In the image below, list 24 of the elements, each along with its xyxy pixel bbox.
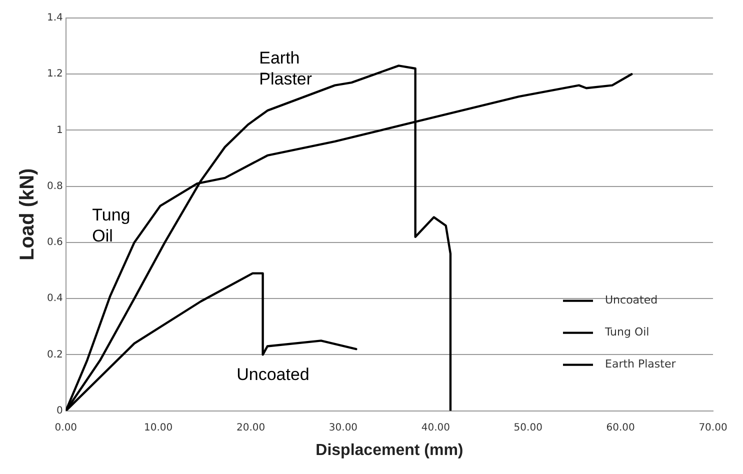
- legend-label: Earth Plaster: [605, 358, 676, 371]
- y-tick-label: 0.4: [46, 293, 63, 304]
- legend-label: Uncoated: [605, 294, 658, 307]
- y-tick-label: 0.2: [46, 349, 63, 360]
- x-axis-title: Displacement (mm): [316, 442, 464, 459]
- x-tick-label: 10.00: [144, 422, 173, 434]
- x-tick-label: 30.00: [328, 422, 358, 434]
- y-tick-label: 1.4: [46, 12, 63, 24]
- x-tick-label: 60.00: [606, 422, 635, 434]
- x-tick-label: 40.00: [421, 422, 450, 434]
- y-tick-label: 1.2: [46, 68, 63, 80]
- annotation: Earth Plaster: [259, 48, 312, 88]
- y-tick-label: 1: [56, 124, 63, 136]
- x-tick-label: 20.00: [236, 422, 266, 434]
- y-axis-title: Load (kN): [16, 168, 39, 261]
- y-tick-label: 0: [56, 405, 63, 416]
- y-tick-label: 0.6: [46, 237, 63, 248]
- x-tick-label: 50.00: [514, 422, 542, 434]
- annotation: Uncoated: [236, 365, 310, 384]
- annotation: Tung Oil: [92, 205, 130, 246]
- x-tick-label: 0.00: [54, 422, 78, 434]
- x-tick-label: 70.00: [698, 422, 728, 434]
- y-tick-label: 0.8: [46, 180, 63, 192]
- legend-label: Tung Oil: [604, 326, 650, 339]
